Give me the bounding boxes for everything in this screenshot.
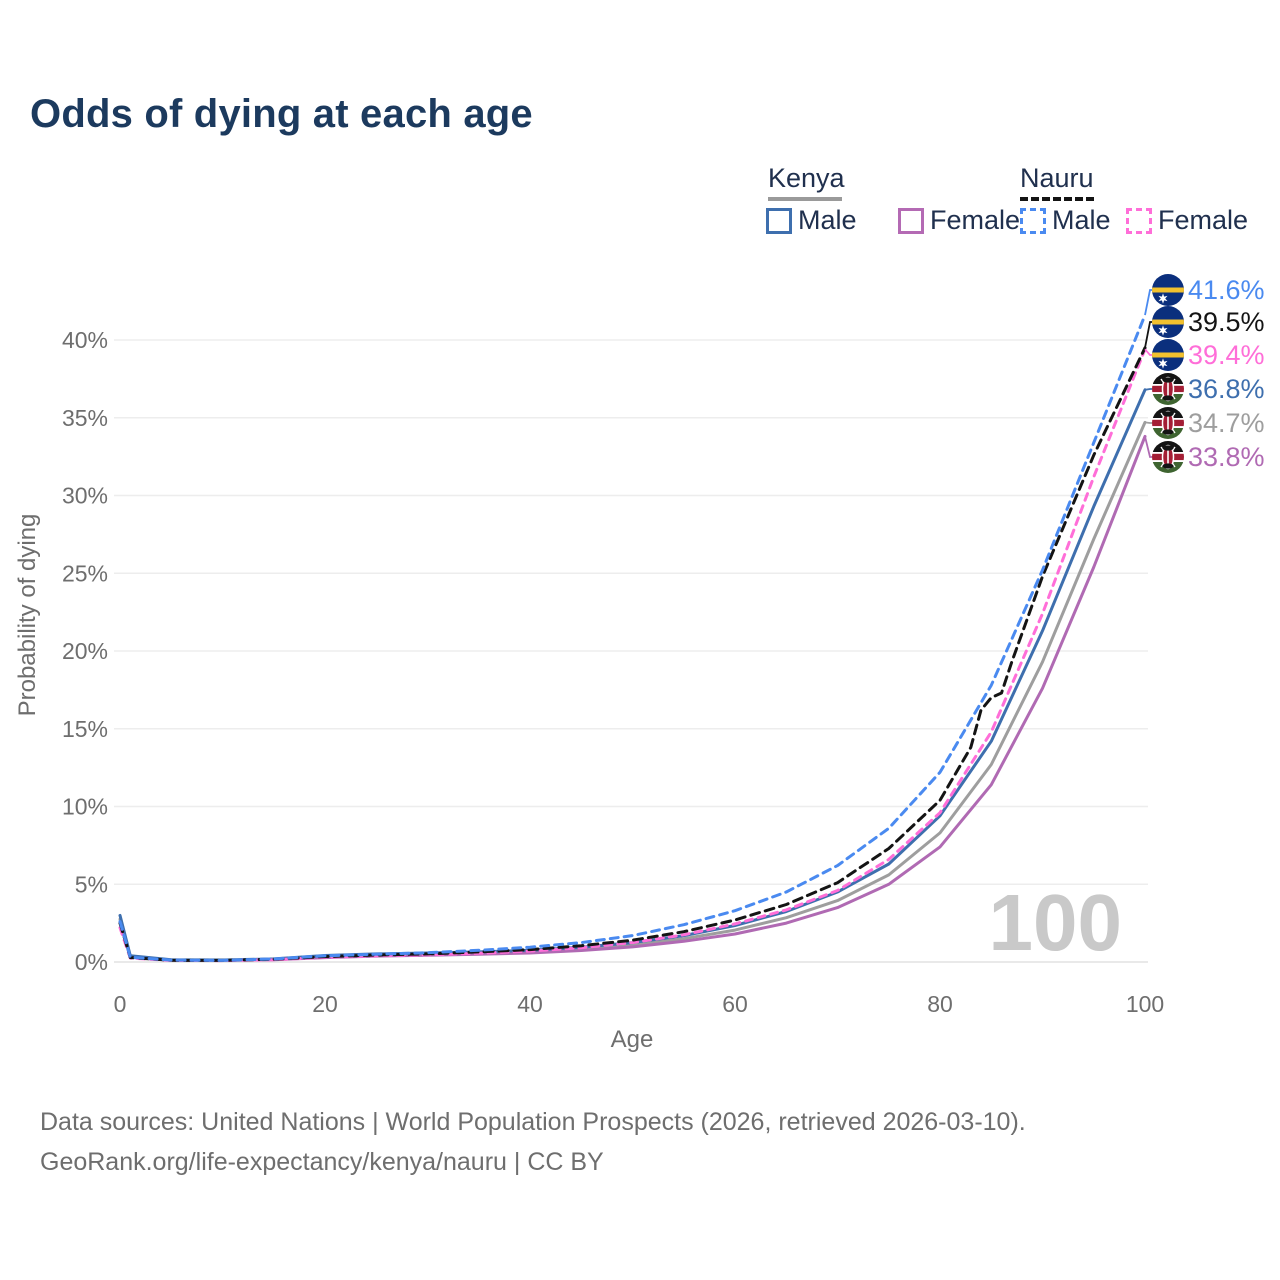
- legend-item-kenya-female[interactable]: Female: [898, 205, 1020, 236]
- label-connector: [1144, 388, 1152, 391]
- nauru-line-style-sample: [1020, 197, 1094, 201]
- flag-icon-kenya: [1152, 373, 1184, 405]
- data-source-line: Data sources: United Nations | World Pop…: [40, 1108, 1026, 1136]
- end-value-label: 34.7%: [1188, 408, 1265, 438]
- series-lines: [118, 313, 1147, 963]
- kenya-line-style-sample: [768, 197, 842, 201]
- y-tick-label: 5%: [75, 871, 108, 897]
- nauru-female-swatch-icon: [1126, 207, 1152, 234]
- x-tick-label: 100: [1126, 991, 1164, 1017]
- kenya-female-swatch-icon: [898, 207, 924, 234]
- flag-icon-nauru: [1152, 306, 1184, 338]
- kenya-male-swatch-icon: [766, 207, 792, 234]
- flag-icon-nauru: [1152, 274, 1184, 306]
- y-tick-label: 35%: [62, 405, 108, 431]
- legend-item-nauru-male[interactable]: Male: [1020, 205, 1111, 236]
- label-connector: [1144, 321, 1152, 348]
- end-label: 39.4%: [1144, 339, 1265, 371]
- end-label: 39.5%: [1144, 306, 1265, 348]
- legend-label: Female: [1158, 205, 1249, 235]
- end-label: 41.6%: [1144, 274, 1265, 316]
- y-tick-label: 30%: [62, 483, 108, 509]
- y-tick-label: 15%: [62, 716, 108, 742]
- y-tick-label: 40%: [62, 327, 108, 353]
- x-tick-label: 60: [722, 991, 748, 1017]
- flag-icon-nauru: [1152, 339, 1184, 371]
- end-label: 33.8%: [1144, 436, 1265, 473]
- end-labels: 34.7% 33.8% 36.8% 39.4%39.5%41.6%: [1144, 274, 1265, 473]
- legend-group-kenya-title: Kenya: [768, 163, 845, 193]
- x-tick-label: 20: [312, 991, 338, 1017]
- legend-label: Female: [930, 205, 1021, 235]
- age-watermark: 100: [989, 878, 1122, 967]
- flag-icon-kenya: [1152, 441, 1184, 473]
- series-line-nauru-male: [118, 313, 1147, 962]
- y-tick-label: 25%: [62, 560, 108, 586]
- y-tick-label: 0%: [75, 949, 108, 975]
- end-value-label: 39.5%: [1188, 307, 1265, 337]
- x-tick-label: 40: [517, 991, 543, 1017]
- y-tick-label: 10%: [62, 794, 108, 820]
- x-tick-label: 80: [927, 991, 953, 1017]
- x-axis-title: Age: [610, 1026, 654, 1053]
- y-axis-title: Probability of dying: [14, 513, 41, 717]
- series-line-kenya-male: [118, 388, 1147, 962]
- series-line-nauru-female: [118, 347, 1147, 963]
- end-value-label: 41.6%: [1188, 275, 1265, 305]
- x-tick-label: 0: [114, 991, 127, 1017]
- legend-group-nauru-title: Nauru: [1020, 163, 1094, 193]
- label-connector: [1144, 289, 1152, 316]
- legend-label: Male: [798, 205, 857, 235]
- end-label: 36.8%: [1144, 373, 1265, 405]
- chart-title: Odds of dying at each age: [30, 92, 533, 136]
- flag-icon-kenya: [1152, 407, 1184, 439]
- series-line-nauru-both: [118, 346, 1147, 962]
- legend-item-nauru-female[interactable]: Female: [1126, 205, 1248, 236]
- gridlines: 0% 5% 10% 15% 20% 25% 30% 35% 40% 0 20 40 60 80 100: [62, 327, 1164, 1017]
- legend-item-kenya-male[interactable]: Male: [766, 205, 857, 236]
- nauru-male-swatch-icon: [1020, 207, 1046, 234]
- end-value-label: 33.8%: [1188, 442, 1265, 472]
- label-connector: [1144, 348, 1152, 356]
- legend-label: Male: [1052, 205, 1111, 235]
- attribution-line: GeoRank.org/life-expectancy/kenya/nauru …: [40, 1148, 604, 1176]
- end-label: 34.7%: [1144, 407, 1265, 439]
- y-tick-label: 20%: [62, 638, 108, 664]
- label-connector: [1144, 421, 1152, 424]
- end-value-label: 36.8%: [1188, 374, 1265, 404]
- end-value-label: 39.4%: [1188, 340, 1265, 370]
- label-connector: [1144, 436, 1152, 458]
